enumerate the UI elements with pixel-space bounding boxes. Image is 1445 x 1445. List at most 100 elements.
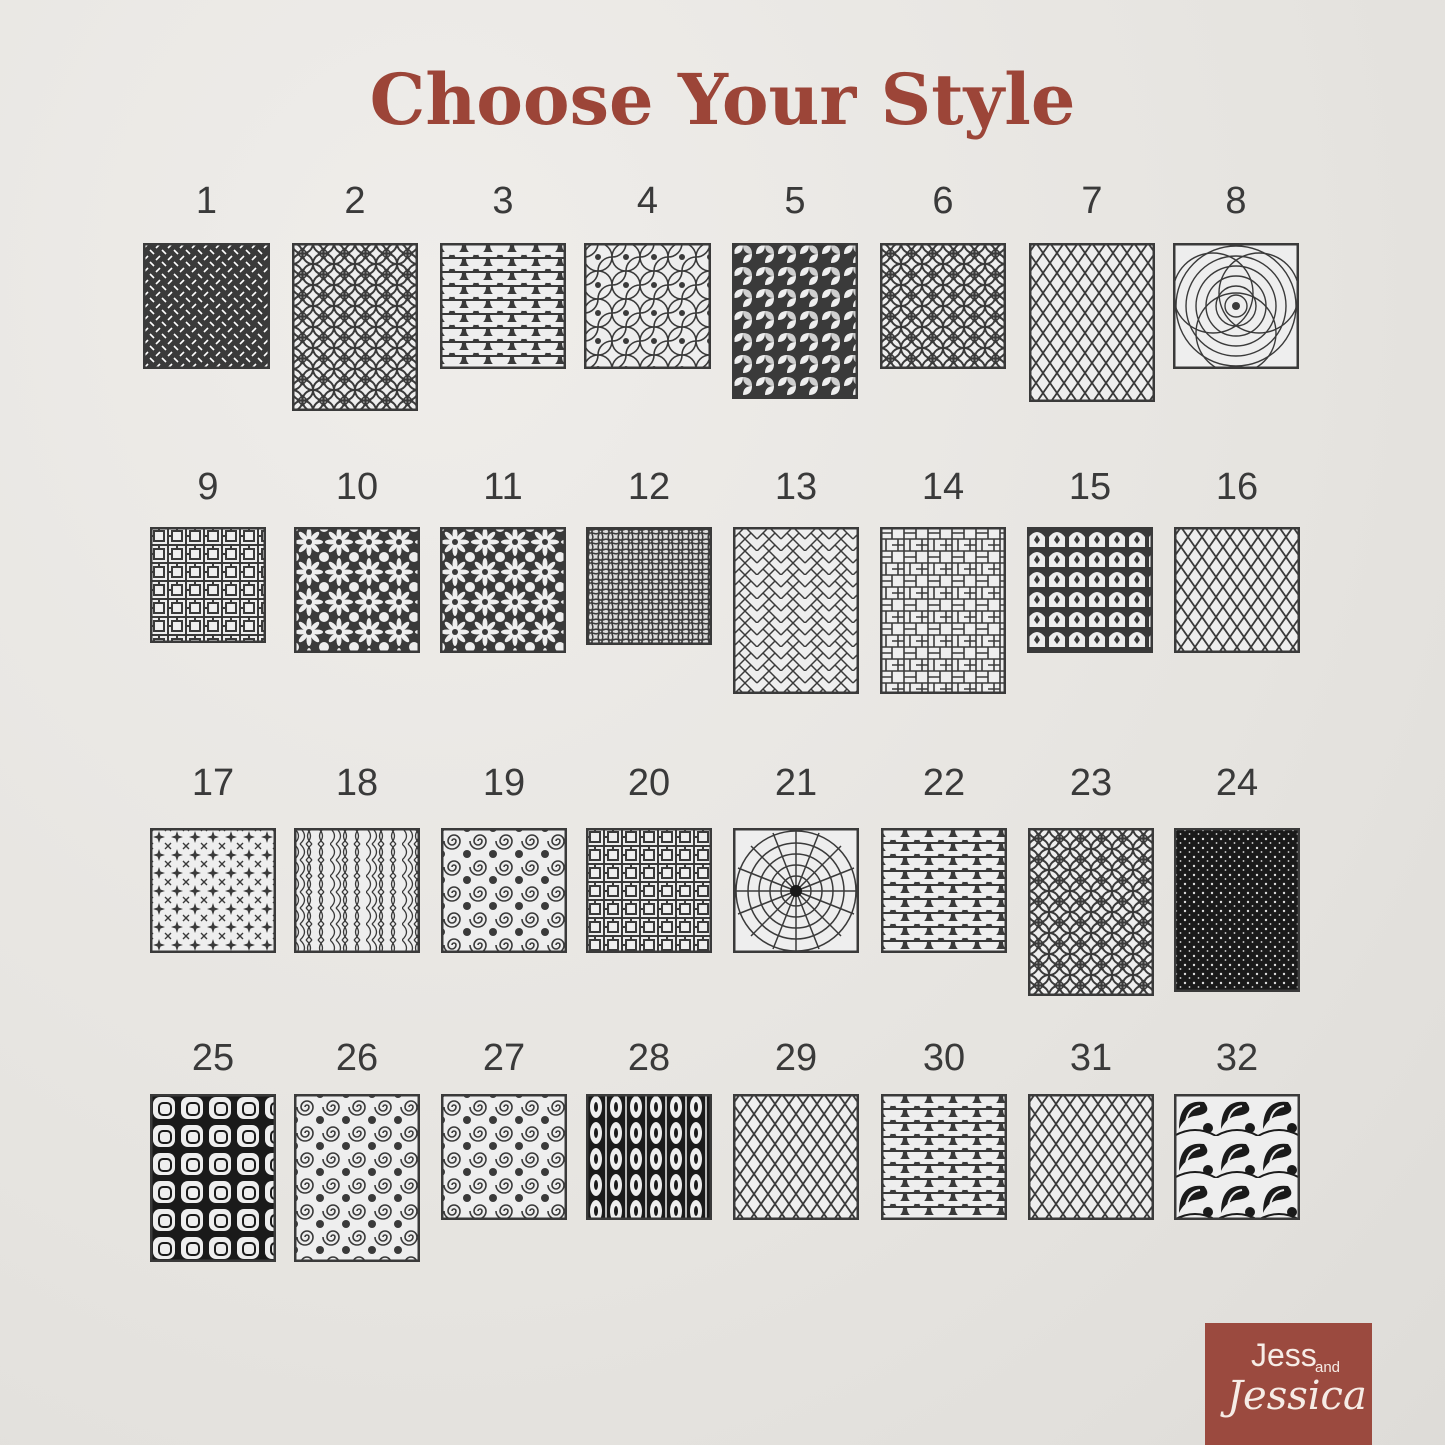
panel-pattern (1174, 828, 1300, 992)
style-number-label: 7 (1081, 180, 1103, 222)
panel-pattern (881, 828, 1007, 953)
style-number-label: 20 (627, 762, 671, 804)
panel-pattern (294, 828, 420, 953)
style-panel-fish-scale[interactable] (440, 243, 566, 369)
style-number-label: 18 (335, 762, 379, 804)
logo-text-jess: Jess (1251, 1337, 1317, 1373)
style-panel-fleur-arch[interactable] (1027, 527, 1153, 653)
panel-pattern (292, 243, 418, 411)
panel-pattern (294, 527, 420, 653)
style-panel-swirls[interactable] (294, 1094, 420, 1262)
style-number-label: 19 (482, 762, 526, 804)
style-number-label: 13 (774, 466, 818, 508)
panel-pattern (586, 1094, 712, 1220)
panel-pattern (586, 828, 712, 953)
panel-pattern (881, 1094, 1007, 1220)
style-panel-square-lattice[interactable] (150, 527, 266, 643)
style-number-label: 30 (922, 1037, 966, 1079)
style-panel-geometric-flower[interactable] (1028, 828, 1154, 996)
panel-pattern (440, 527, 566, 653)
style-number-label: 15 (1068, 466, 1112, 508)
style-number-label: 4 (636, 180, 659, 222)
panel-pattern (584, 243, 711, 369)
style-number-label: 22 (922, 762, 966, 804)
style-number-label: 26 (335, 1037, 379, 1079)
panel-pattern (294, 1094, 420, 1262)
style-panel-rounded-squares[interactable] (150, 1094, 276, 1262)
panel-pattern (733, 527, 859, 694)
logo-text-jessica: Jessica (1227, 1373, 1367, 1419)
style-number-label: 23 (1069, 762, 1113, 804)
panel-pattern (440, 243, 566, 369)
style-number-label: 9 (197, 466, 219, 508)
style-number-label: 16 (1215, 466, 1259, 508)
style-panel-diamond-plate[interactable] (143, 243, 270, 369)
logo-text-and: and (1315, 1359, 1341, 1376)
style-number-label: 27 (482, 1037, 526, 1079)
style-panel-diamond-mesh[interactable] (733, 1094, 859, 1220)
panel-pattern (1027, 527, 1153, 653)
panel-pattern (733, 828, 859, 953)
style-panel-daisy[interactable] (440, 527, 566, 653)
style-number-label: 29 (774, 1037, 818, 1079)
style-number-label: 14 (921, 466, 965, 508)
panel-pattern (1028, 828, 1154, 996)
style-panel-diamond-mesh[interactable] (1029, 243, 1155, 402)
style-panel-radial-spiral[interactable] (1173, 243, 1299, 369)
style-panel-diamond-mesh[interactable] (1028, 1094, 1154, 1220)
style-number-label: 21 (774, 762, 818, 804)
style-number-label: 28 (627, 1037, 671, 1079)
style-panel-stars[interactable] (150, 828, 276, 953)
style-panel-daisy[interactable] (294, 527, 420, 653)
style-number-label: 11 (483, 466, 523, 508)
panel-pattern (441, 1094, 567, 1220)
style-number-label: 8 (1225, 180, 1247, 222)
panel-pattern (732, 243, 858, 399)
style-number-label: 6 (932, 180, 954, 222)
style-panel-geometric-flower[interactable] (880, 243, 1006, 369)
style-panel-swirls[interactable] (441, 828, 567, 953)
style-panel-fish-scale[interactable] (881, 828, 1007, 953)
panel-pattern (1029, 243, 1155, 402)
panel-pattern (1174, 1094, 1300, 1220)
style-panel-flower-of-life[interactable] (584, 243, 711, 369)
style-number-label: 1 (195, 180, 218, 222)
style-panel-herringbone[interactable] (733, 527, 859, 694)
style-panel-geometric-flower[interactable] (292, 243, 418, 411)
style-number-label: 3 (492, 180, 514, 222)
style-number-label: 24 (1215, 762, 1259, 804)
panel-pattern (586, 527, 712, 645)
panel-pattern (150, 527, 266, 643)
style-number-label: 5 (784, 180, 806, 222)
panel-pattern (1174, 527, 1300, 653)
style-panel-basket-brick[interactable] (880, 527, 1006, 694)
panel-pattern (1028, 1094, 1154, 1220)
style-number-label: 12 (627, 466, 671, 508)
jess-and-jessica-logo: Jess and Jessica (1205, 1323, 1372, 1445)
style-number-label: 2 (344, 180, 366, 222)
style-panel-diamond-mesh[interactable] (1174, 527, 1300, 653)
panel-pattern (733, 1094, 859, 1220)
style-panel-dots[interactable] (1174, 828, 1300, 992)
style-panel-pinwheel-circles[interactable] (732, 243, 858, 399)
panel-pattern (441, 828, 567, 953)
style-panel-ogee-chain[interactable] (586, 1094, 712, 1220)
style-panel-fish-scale[interactable] (881, 1094, 1007, 1220)
style-panel-swirls[interactable] (441, 1094, 567, 1220)
panel-pattern (880, 527, 1006, 694)
style-panel-square-lattice[interactable] (586, 828, 712, 953)
panel-pattern (880, 243, 1006, 369)
style-panel-radial-cobblestone[interactable] (733, 828, 859, 953)
style-number-label: 32 (1215, 1037, 1259, 1079)
style-number-label: 31 (1069, 1037, 1113, 1079)
panel-pattern (150, 1094, 276, 1262)
style-panel-woven-net[interactable] (586, 527, 712, 645)
style-number-label: 17 (191, 762, 235, 804)
style-number-label: 10 (335, 466, 379, 508)
panel-pattern (150, 828, 276, 953)
page-title: Choose Your Style (369, 58, 1076, 141)
style-panel-paisley[interactable] (1174, 1094, 1300, 1220)
style-number-label: 25 (191, 1037, 235, 1079)
panel-pattern (1173, 243, 1299, 369)
style-panel-waves[interactable] (294, 828, 420, 953)
